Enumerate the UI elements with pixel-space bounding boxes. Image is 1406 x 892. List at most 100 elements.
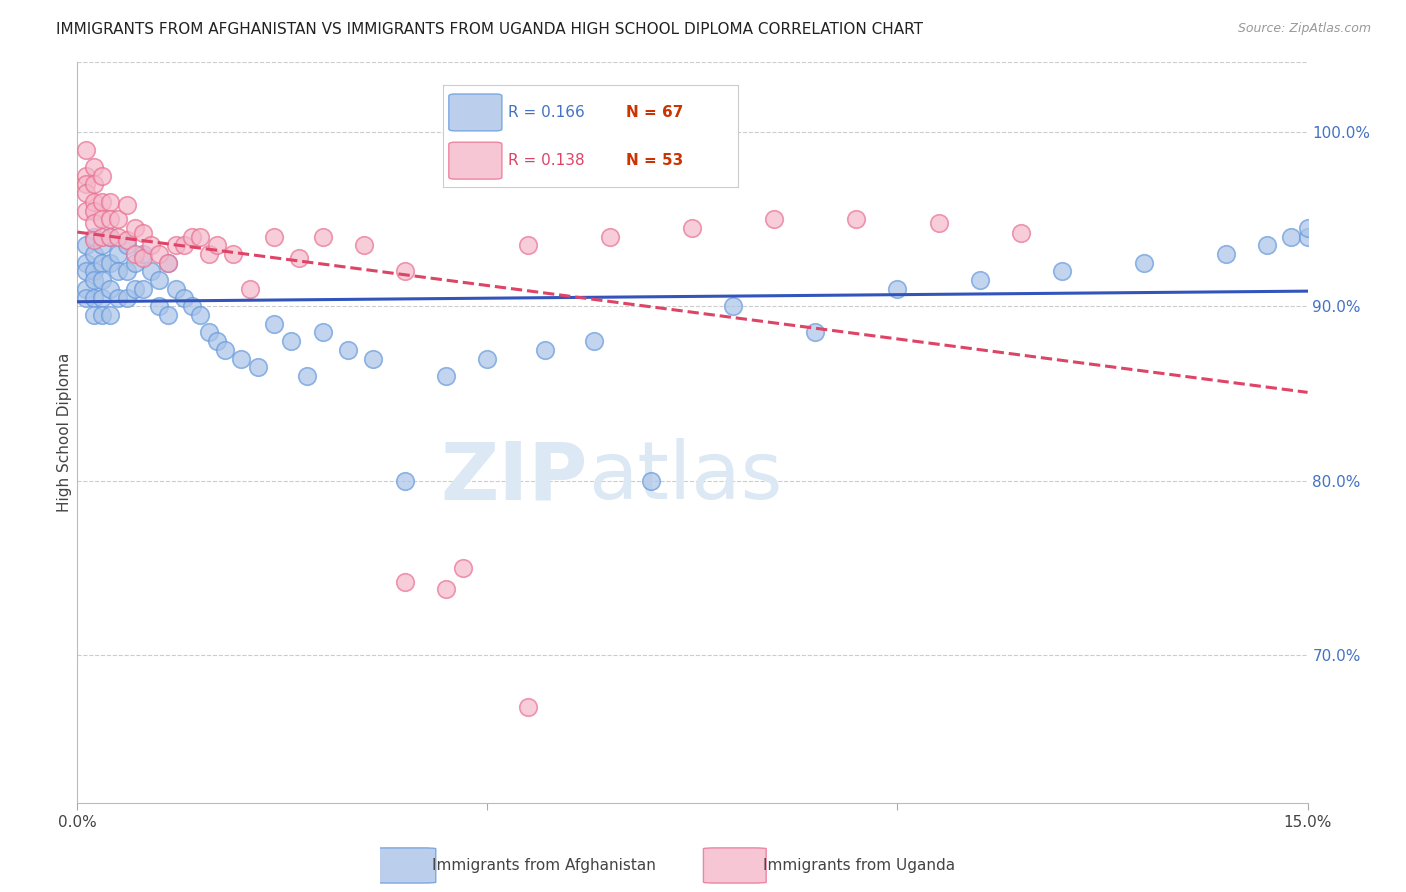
Point <box>148 299 170 313</box>
Point <box>1279 229 1302 244</box>
Point <box>181 299 204 313</box>
Point <box>197 326 219 340</box>
Point <box>124 282 146 296</box>
Point <box>98 229 121 244</box>
Point <box>90 212 114 227</box>
Point <box>83 291 105 305</box>
Point <box>98 229 121 244</box>
Point <box>1296 221 1319 235</box>
Point <box>115 291 138 305</box>
Point <box>83 194 105 209</box>
Point <box>83 264 105 278</box>
Point <box>83 160 105 174</box>
Point <box>90 194 114 209</box>
Point <box>83 203 105 218</box>
Point <box>98 308 121 322</box>
Point <box>534 343 557 357</box>
Point <box>263 317 285 331</box>
Point <box>148 247 170 261</box>
Text: atlas: atlas <box>588 438 782 516</box>
Point <box>928 216 950 230</box>
Point <box>107 264 129 278</box>
Point <box>583 334 606 348</box>
Point <box>83 216 105 230</box>
Point <box>124 221 146 235</box>
Point <box>312 229 335 244</box>
Text: Immigrants from Afghanistan: Immigrants from Afghanistan <box>433 858 657 872</box>
Point <box>1010 226 1032 240</box>
Point <box>83 178 105 192</box>
Point <box>181 229 204 244</box>
Point <box>205 334 228 348</box>
Point <box>75 186 97 200</box>
Point <box>75 282 97 296</box>
Text: Immigrants from Uganda: Immigrants from Uganda <box>763 858 955 872</box>
Text: IMMIGRANTS FROM AFGHANISTAN VS IMMIGRANTS FROM UGANDA HIGH SCHOOL DIPLOMA CORREL: IMMIGRANTS FROM AFGHANISTAN VS IMMIGRANT… <box>56 22 924 37</box>
Point <box>75 291 97 305</box>
Point <box>353 238 375 252</box>
Point <box>83 229 105 244</box>
Point <box>723 299 745 313</box>
Point <box>763 212 786 227</box>
Point <box>205 238 228 252</box>
Point <box>90 256 114 270</box>
Point <box>173 291 195 305</box>
Point <box>98 256 121 270</box>
Point <box>75 203 97 218</box>
Point <box>1050 264 1073 278</box>
Point <box>75 178 97 192</box>
Point <box>90 273 114 287</box>
Point <box>98 212 121 227</box>
Point <box>115 238 138 252</box>
Point <box>1256 238 1278 252</box>
Point <box>886 282 908 296</box>
Point <box>682 221 704 235</box>
Point <box>288 251 311 265</box>
Point <box>98 194 121 209</box>
Point <box>98 282 121 296</box>
Point <box>214 343 236 357</box>
Point <box>83 247 105 261</box>
Point <box>361 351 384 366</box>
Point <box>156 256 179 270</box>
Point <box>436 582 458 596</box>
Point <box>969 273 991 287</box>
Point <box>246 360 269 375</box>
Point <box>1132 256 1154 270</box>
Point <box>640 474 662 488</box>
Point <box>222 247 245 261</box>
Text: ZIP: ZIP <box>440 438 588 516</box>
Point <box>477 351 499 366</box>
Point <box>75 256 97 270</box>
Point <box>90 229 114 244</box>
Point <box>107 247 129 261</box>
Point <box>263 229 285 244</box>
Point <box>599 229 621 244</box>
Point <box>107 212 129 227</box>
Point <box>312 326 335 340</box>
Point <box>107 291 129 305</box>
Point <box>156 256 179 270</box>
Point <box>90 169 114 183</box>
Text: R = 0.138: R = 0.138 <box>508 153 585 169</box>
Point <box>132 247 155 261</box>
Point <box>83 273 105 287</box>
Point <box>394 574 416 589</box>
Point <box>517 238 540 252</box>
Point <box>90 291 114 305</box>
Point <box>141 264 163 278</box>
Point <box>83 308 105 322</box>
Point <box>107 229 129 244</box>
FancyBboxPatch shape <box>449 94 502 131</box>
Point <box>197 247 219 261</box>
Point <box>75 169 97 183</box>
Point <box>75 143 97 157</box>
FancyBboxPatch shape <box>373 847 436 883</box>
Point <box>337 343 360 357</box>
Point <box>75 238 97 252</box>
Point <box>295 369 318 384</box>
Point <box>148 273 170 287</box>
Point <box>75 264 97 278</box>
Point <box>517 700 540 714</box>
Point <box>115 264 138 278</box>
